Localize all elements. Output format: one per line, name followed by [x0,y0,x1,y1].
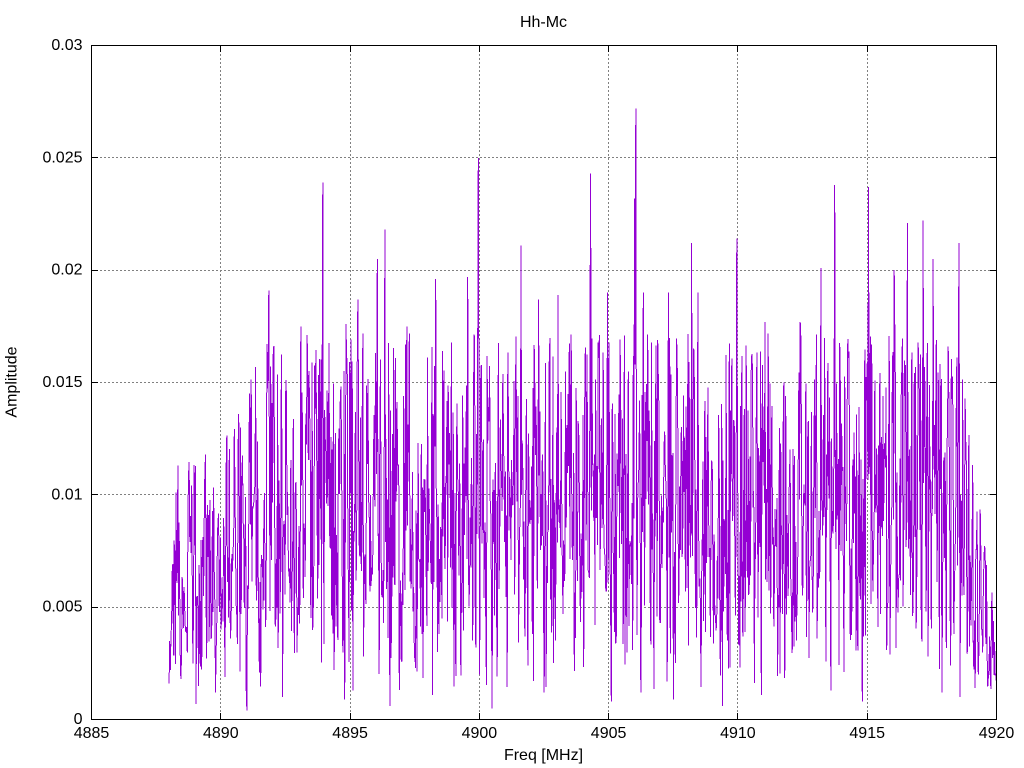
svg-text:4915: 4915 [849,725,885,742]
svg-text:4910: 4910 [720,725,756,742]
svg-text:0.005: 0.005 [42,599,82,616]
svg-text:Hh-Mc: Hh-Mc [520,14,567,31]
svg-text:4890: 4890 [203,725,239,742]
svg-text:0.02: 0.02 [51,262,82,279]
svg-text:0.015: 0.015 [42,374,82,391]
svg-text:0.01: 0.01 [51,486,82,503]
svg-text:Amplitude: Amplitude [4,346,21,417]
svg-text:4900: 4900 [462,725,498,742]
svg-text:Freq [MHz]: Freq [MHz] [504,747,583,764]
svg-text:0.03: 0.03 [51,37,82,54]
svg-text:4920: 4920 [979,725,1015,742]
svg-text:4905: 4905 [591,725,627,742]
svg-text:4885: 4885 [74,725,110,742]
svg-text:0.025: 0.025 [42,149,82,166]
svg-text:0: 0 [74,711,83,728]
svg-text:4895: 4895 [332,725,368,742]
